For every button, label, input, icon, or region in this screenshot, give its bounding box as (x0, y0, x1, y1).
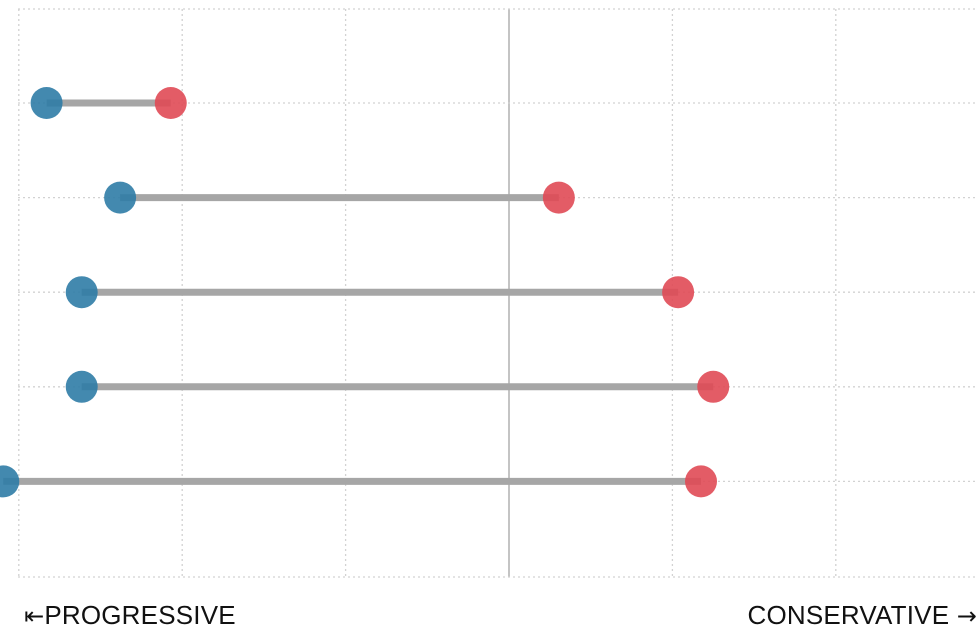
conservative-axis-label: CONSERVATIVE → (747, 600, 977, 631)
progressive-point (0, 465, 20, 498)
progressive-label-text: PROGRESSIVE (44, 600, 236, 630)
progressive-axis-label: ⇤PROGRESSIVE (24, 600, 236, 631)
conservative-point (697, 370, 730, 403)
progressive-point (104, 181, 137, 214)
marks-layer (0, 87, 730, 498)
left-arrow-icon: ⇤ (24, 602, 45, 630)
conservative-point (154, 87, 187, 119)
progressive-point (30, 87, 63, 119)
conservative-label-text: CONSERVATIVE (747, 600, 950, 630)
progressive-point (65, 370, 98, 403)
right-arrow-icon: → (956, 602, 977, 630)
conservative-point (542, 181, 575, 214)
conservative-point (662, 276, 695, 309)
conservative-point (684, 465, 717, 498)
progressive-point (65, 276, 98, 309)
